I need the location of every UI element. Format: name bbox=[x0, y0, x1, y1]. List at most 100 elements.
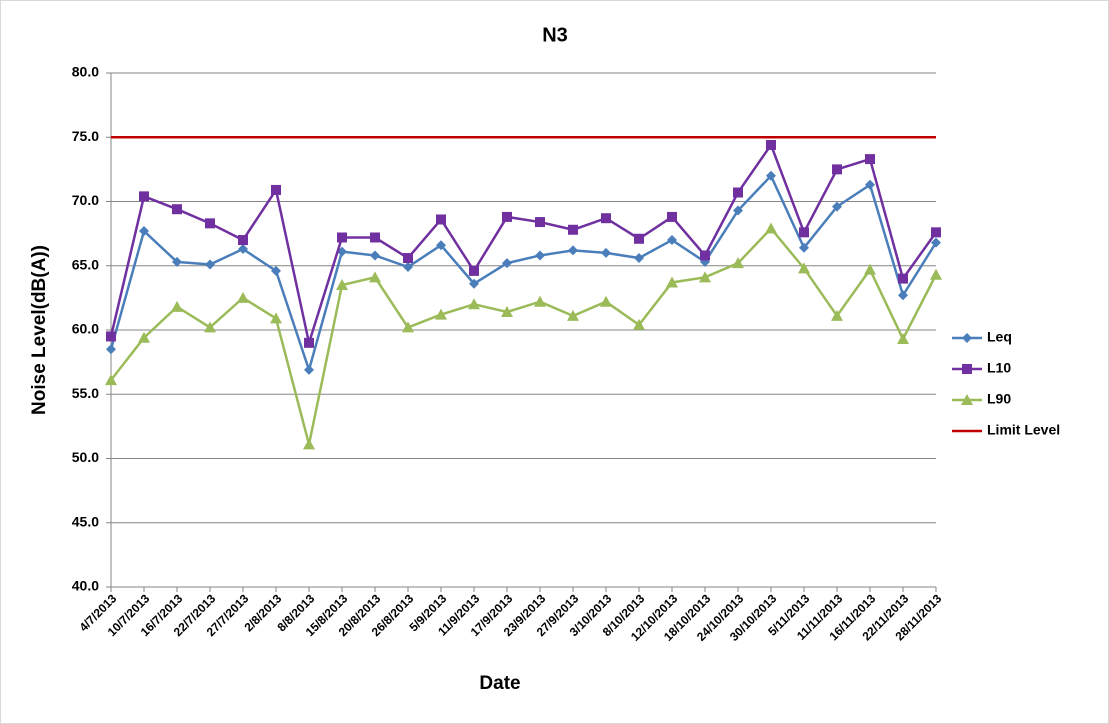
data-point bbox=[733, 187, 743, 198]
data-point bbox=[634, 233, 644, 244]
data-point bbox=[205, 259, 215, 270]
data-point bbox=[931, 237, 941, 248]
data-point bbox=[171, 300, 183, 312]
data-point bbox=[568, 245, 578, 256]
data-point bbox=[600, 295, 612, 307]
data-point bbox=[172, 256, 182, 267]
data-point bbox=[601, 247, 611, 258]
data-point bbox=[369, 271, 381, 283]
series-line bbox=[110, 226, 938, 445]
data-point bbox=[799, 227, 809, 238]
data-point bbox=[436, 214, 446, 225]
data-point bbox=[667, 235, 677, 246]
data-point bbox=[204, 321, 216, 333]
data-point bbox=[898, 290, 908, 301]
data-point bbox=[469, 265, 479, 276]
data-point bbox=[633, 318, 645, 330]
data-point bbox=[766, 170, 776, 181]
data-point bbox=[237, 291, 249, 303]
legend-marker bbox=[962, 333, 972, 343]
data-point bbox=[139, 191, 149, 202]
legend-marker bbox=[961, 394, 973, 405]
legend-marker bbox=[962, 364, 972, 374]
data-point bbox=[105, 374, 117, 386]
data-point bbox=[271, 265, 281, 276]
data-point bbox=[336, 279, 348, 291]
y-tick-label: 45.0 bbox=[72, 513, 99, 529]
data-point bbox=[270, 312, 282, 324]
data-point bbox=[139, 226, 149, 237]
data-point bbox=[865, 154, 875, 165]
data-point bbox=[502, 211, 512, 222]
data-point bbox=[469, 278, 479, 289]
data-point bbox=[732, 257, 744, 269]
data-point bbox=[831, 309, 843, 321]
data-point bbox=[799, 242, 809, 253]
y-tick-label: 65.0 bbox=[72, 256, 99, 272]
data-point bbox=[798, 262, 810, 274]
data-point bbox=[898, 273, 908, 284]
data-point bbox=[567, 309, 579, 321]
data-point bbox=[403, 253, 413, 264]
y-tick-label: 80.0 bbox=[72, 64, 99, 80]
data-point bbox=[436, 240, 446, 251]
data-point bbox=[205, 218, 215, 229]
y-tick-label: 70.0 bbox=[72, 192, 99, 208]
data-point bbox=[304, 337, 314, 348]
y-tick-label: 40.0 bbox=[72, 578, 99, 594]
data-point bbox=[468, 298, 480, 310]
series-line bbox=[109, 173, 938, 375]
data-point bbox=[931, 227, 941, 238]
data-point bbox=[930, 268, 942, 280]
data-point bbox=[337, 232, 347, 243]
data-point bbox=[832, 201, 842, 212]
data-point bbox=[601, 213, 611, 224]
y-axis-label: Noise Level(dB(A)) bbox=[29, 245, 50, 415]
data-point bbox=[534, 295, 546, 307]
data-point bbox=[766, 139, 776, 150]
data-point bbox=[897, 332, 909, 344]
data-point bbox=[106, 344, 116, 355]
data-point bbox=[172, 204, 182, 215]
data-point bbox=[303, 438, 315, 450]
data-point bbox=[370, 250, 380, 261]
data-point bbox=[238, 244, 248, 255]
data-point bbox=[666, 276, 678, 288]
data-point bbox=[568, 224, 578, 235]
data-point bbox=[403, 262, 413, 273]
data-point bbox=[634, 253, 644, 264]
legend-label: Limit Level bbox=[987, 422, 1060, 438]
data-point bbox=[535, 250, 545, 261]
data-point bbox=[304, 364, 314, 375]
data-point bbox=[501, 306, 513, 318]
data-point bbox=[765, 222, 777, 234]
legend-label: L10 bbox=[987, 360, 1011, 376]
series-line bbox=[109, 142, 938, 348]
data-point bbox=[435, 308, 447, 320]
data-point bbox=[138, 331, 150, 343]
data-point bbox=[535, 217, 545, 228]
data-point bbox=[699, 271, 711, 283]
data-point bbox=[271, 184, 281, 195]
chart-title: N3 bbox=[542, 24, 568, 46]
data-point bbox=[700, 250, 710, 261]
x-axis-label: Date bbox=[479, 673, 520, 694]
data-point bbox=[832, 164, 842, 175]
y-tick-label: 75.0 bbox=[72, 128, 99, 144]
data-point bbox=[238, 235, 248, 246]
y-tick-label: 60.0 bbox=[72, 321, 99, 337]
data-point bbox=[865, 179, 875, 190]
data-point bbox=[402, 321, 414, 333]
legend-label: Leq bbox=[987, 329, 1012, 345]
y-tick-label: 55.0 bbox=[72, 385, 99, 401]
data-point bbox=[370, 232, 380, 243]
data-point bbox=[106, 331, 116, 342]
data-point bbox=[667, 211, 677, 222]
y-tick-label: 50.0 bbox=[72, 449, 99, 465]
legend-label: L90 bbox=[987, 391, 1011, 407]
data-point bbox=[864, 263, 876, 275]
data-point bbox=[733, 205, 743, 216]
